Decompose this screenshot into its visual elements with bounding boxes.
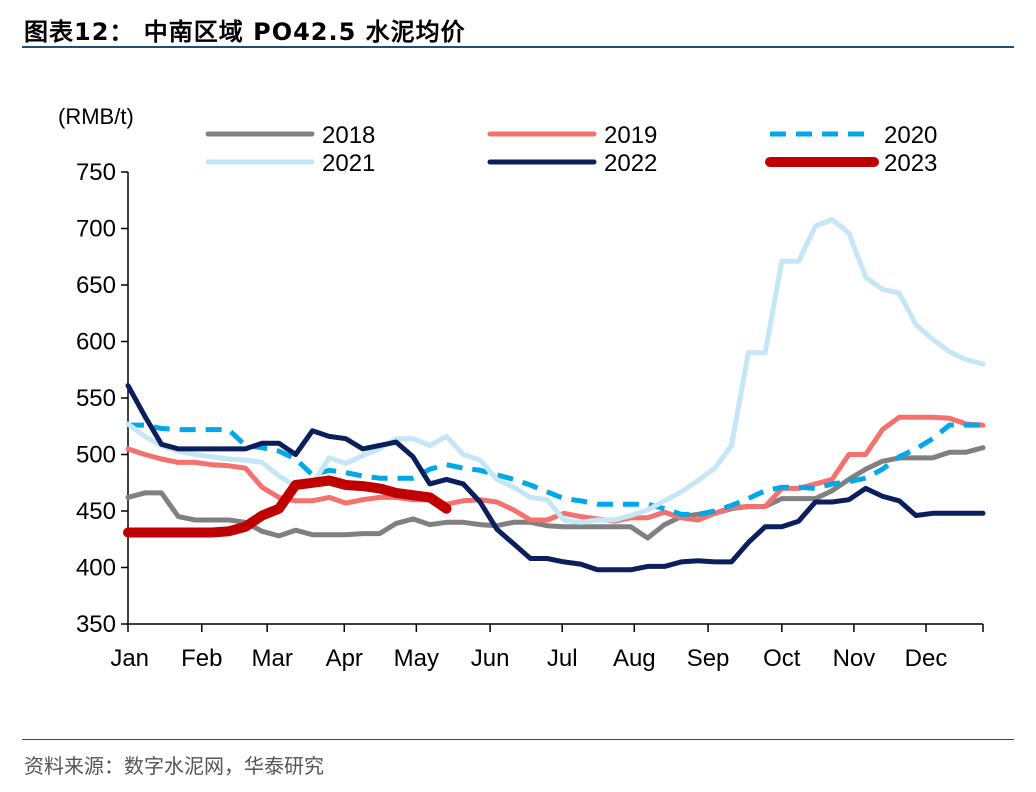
x-tick-label: Jul xyxy=(547,645,578,672)
x-tick-label: Oct xyxy=(763,645,801,672)
series-line-2022 xyxy=(125,383,986,573)
x-tick-label: Nov xyxy=(833,645,876,672)
series-line-2018 xyxy=(125,445,986,541)
legend-label-2023: 2023 xyxy=(884,150,937,177)
figure-title: 图表12： 中南区域 PO42.5 水泥均价 xyxy=(24,18,466,46)
series-line-2021 xyxy=(125,217,986,525)
y-tick-label: 400 xyxy=(76,555,116,582)
x-tick-label: May xyxy=(394,645,439,672)
series-line-2020 xyxy=(128,422,983,517)
series-line-2019 xyxy=(125,414,986,524)
y-tick-label: 450 xyxy=(76,498,116,525)
legend-label-2019: 2019 xyxy=(604,122,657,149)
series-line-2023 xyxy=(123,475,452,538)
y-axis: 350 400 450 500 550 600 650 700 750 xyxy=(76,159,129,638)
y-tick-label: 650 xyxy=(76,272,116,299)
y-tick-label: 500 xyxy=(76,442,116,469)
x-axis: Jan Feb Mar Apr May Jun Jul Aug Sep Oct Nov Dec xyxy=(110,623,984,672)
y-tick-label: 350 xyxy=(76,611,116,638)
y-axis-label: (RMB/t) xyxy=(58,104,134,129)
x-tick-label: Sep xyxy=(687,645,730,672)
x-tick-label: Dec xyxy=(905,645,948,672)
source-rule xyxy=(22,739,1014,740)
y-tick-label: 700 xyxy=(76,216,116,243)
y-tick-label: 600 xyxy=(76,329,116,356)
x-tick-label: Aug xyxy=(613,645,656,672)
legend-label-2020: 2020 xyxy=(884,122,937,149)
plot-lines xyxy=(123,217,986,573)
title-rule xyxy=(22,46,1014,48)
x-tick-label: Jun xyxy=(471,645,510,672)
legend-label-2021: 2021 xyxy=(322,150,375,177)
legend: 2018 2019 2020 2021 2022 2023 xyxy=(205,122,937,177)
y-tick-label: 750 xyxy=(76,159,116,186)
x-tick-label: Apr xyxy=(326,645,363,672)
y-tick-label: 550 xyxy=(76,385,116,412)
source-note: 资料来源：数字水泥网，华泰研究 xyxy=(24,754,324,778)
x-tick-label: Feb xyxy=(181,645,222,672)
legend-label-2018: 2018 xyxy=(322,122,375,149)
x-tick-label: Jan xyxy=(110,645,149,672)
x-tick-label: Mar xyxy=(252,645,293,672)
legend-label-2022: 2022 xyxy=(604,150,657,177)
